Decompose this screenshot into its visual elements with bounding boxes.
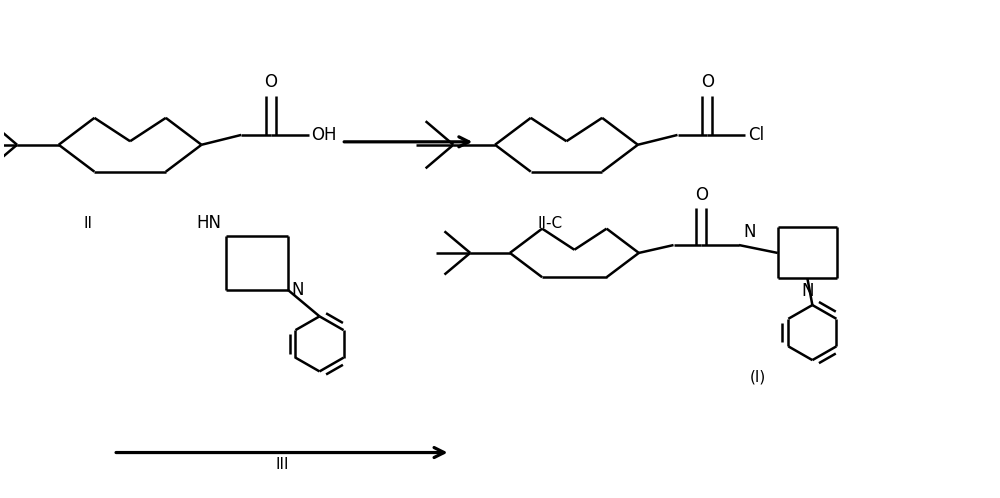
Text: II-C: II-C (537, 216, 562, 231)
Text: N: N (801, 282, 814, 300)
Text: Cl: Cl (748, 126, 764, 144)
Text: II: II (84, 216, 93, 231)
Text: HN: HN (196, 214, 221, 232)
Text: N: N (743, 223, 755, 241)
Text: N: N (292, 281, 304, 299)
Text: O: O (264, 73, 277, 91)
Text: O: O (695, 186, 708, 204)
Text: (I): (I) (750, 370, 766, 384)
Text: III: III (275, 457, 289, 472)
Text: O: O (701, 73, 714, 91)
Text: OH: OH (312, 126, 337, 144)
